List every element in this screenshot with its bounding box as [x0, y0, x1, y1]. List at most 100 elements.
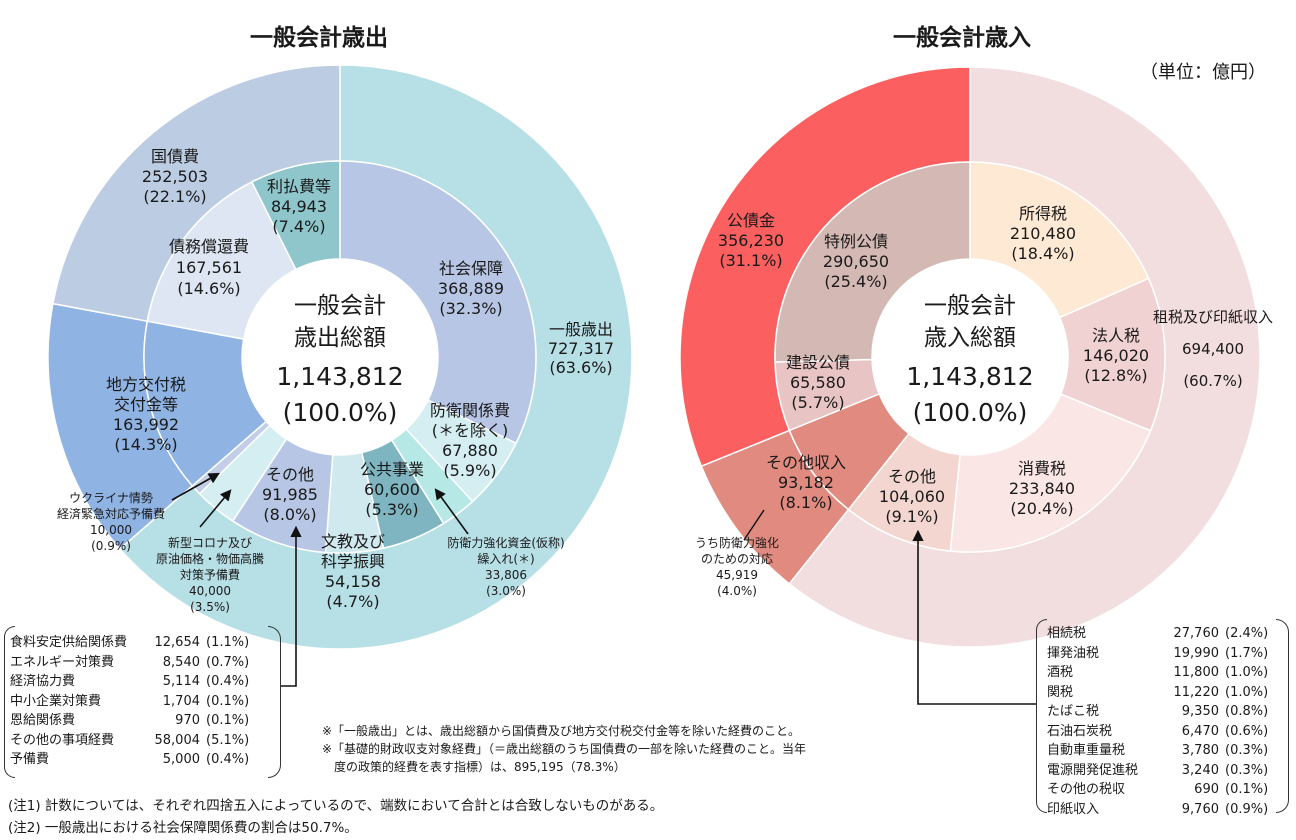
label-chiho: 地方交付税交付金等 163,992 (14.3%) [106, 375, 186, 454]
expenditure-breakdown-name: その他の事項経費 [10, 732, 115, 748]
revenue-breakdown-row: 揮発油税 19,990 (1.7%) [1047, 644, 1279, 664]
revenue-breakdown-pct: (0.1%) [1225, 782, 1269, 797]
revenue-breakdown-pct: (0.3%) [1225, 762, 1269, 778]
label-sonota: その他 104,060 (9.1%) [879, 467, 945, 526]
revenue-breakdown-name: 関税 [1047, 684, 1074, 700]
expenditure-breakdown-name: 経済協力費 [10, 674, 76, 689]
expenditure-breakdown-value: 5,000 [162, 752, 200, 767]
revenue-title: 一般会計歳入 [893, 25, 1031, 51]
note-1: ※「一般歳出」とは、歳出総額から国債費及び地方交付税交付金等を除いた経費のこと。 [322, 724, 801, 738]
revenue-breakdown-name: 酒税 [1047, 665, 1074, 680]
expenditure-breakdown-name: 食料安定供給関係費 [10, 635, 128, 650]
revenue-breakdown-row: 関税 11,220 (1.0%) [1047, 683, 1279, 703]
label-saimu: 債務償還費 167,561 (14.6%) [169, 237, 249, 298]
label-shohi: 消費税 233,840 (20.4%) [1009, 459, 1075, 518]
revenue-breakdown-value: 6,470 [1181, 723, 1219, 739]
revenue-breakdown-pct: (1.0%) [1225, 684, 1269, 700]
revenue-breakdown-value: 11,800 [1173, 665, 1220, 680]
revenue-center-label: 一般会計歳入総額 [924, 293, 1016, 351]
revenue-breakdown-name: たばこ税 [1047, 704, 1100, 719]
label-boei: 防衛関係費(＊を除く) 67,880 (5.9%) [430, 401, 510, 480]
note-3: 度の政策的経費を表す指標）は、895,195（78.3%） [322, 760, 626, 774]
expenditure-title: 一般会計歳出 [250, 25, 388, 51]
label-kokyo: 公共事業 60,600 (5.3%) [360, 460, 424, 519]
label-sonota: その他 91,985 (8.0%) [262, 465, 318, 524]
footnote-2: (注2) 一般歳出における社会保障関係費の割合は50.7%。 [8, 820, 358, 836]
revenue-breakdown-value: 27,760 [1173, 626, 1220, 641]
label-tokurei: 特例公債 290,650 (25.4%) [823, 232, 889, 291]
revenue-breakdown-name: 印紙収入 [1047, 801, 1100, 817]
revenue-breakdown: 相続税 27,760 (2.4%) 揮発油税 19,990 (1.7%) 酒税 11,800 (… [1047, 624, 1279, 819]
revenue-breakdown-name: 自動車重量税 [1047, 743, 1126, 758]
revenue-breakdown-pct: (0.3%) [1225, 743, 1269, 758]
footnote-1: (注1) 計数については、それぞれ四捨五入によっているので、端数において合計とは… [8, 798, 664, 814]
revenue-breakdown-name: 揮発油税 [1047, 645, 1100, 661]
revenue-breakdown-value: 3,240 [1181, 762, 1219, 778]
revenue-breakdown-row: 電源開発促進税 3,240 (0.3%) [1047, 761, 1279, 781]
label-ippan: 一般歳出 727,317 (63.6%) [548, 320, 614, 377]
expenditure-breakdown-pct: (0.1%) [206, 713, 250, 728]
revenue-breakdown-value: 11,220 [1173, 684, 1220, 700]
connector-boeitaio [743, 509, 765, 541]
revenue-breakdown-name: 石油石炭税 [1047, 723, 1113, 739]
expenditure-center-label: 一般会計歳出総額 [294, 293, 386, 351]
revenue-breakdown-row: 自動車重量税 3,780 (0.3%) [1047, 741, 1279, 761]
revenue-breakdown-name: 電源開発促進税 [1047, 762, 1139, 778]
expenditure-breakdown-row: 経済協力費 5,114 (0.4%) [10, 672, 272, 692]
label-hojin: 法人税 146,020 (12.8%) [1083, 326, 1149, 385]
label-kokusai: 国債費 252,503 (22.1%) [142, 147, 208, 206]
expenditure-breakdown-row: 食料安定供給関係費 12,654 (1.1%) [10, 633, 272, 653]
revenue-breakdown-pct: (0.9%) [1225, 801, 1269, 817]
label-sozei: 租税及び印紙収入 694,400 (60.7%) [1153, 308, 1273, 390]
revenue-breakdown-pct: (2.4%) [1225, 626, 1269, 641]
label-ukraine: ウクライナ情勢経済緊急対応予備費 10,000 (0.9%) [57, 490, 165, 553]
expenditure-breakdown-value: 5,114 [162, 674, 200, 689]
expenditure-breakdown-name: 予備費 [10, 752, 50, 767]
expenditure-breakdown-value: 12,654 [154, 635, 201, 650]
revenue-breakdown-pct: (1.7%) [1225, 645, 1269, 661]
expenditure-center-total: 1,143,812 (100.0%) [276, 362, 403, 427]
expenditure-breakdown-value: 1,704 [162, 693, 200, 709]
expenditure-breakdown-value: 58,004 [154, 732, 201, 748]
expenditure-inner-slice-0 [339, 160, 537, 445]
expenditure-breakdown-pct: (5.1%) [206, 732, 250, 748]
revenue-breakdown-value: 9,350 [1181, 704, 1219, 719]
expenditure-center-hole [242, 259, 438, 455]
expenditure-breakdown-row: 恩給関係費 970 (0.1%) [10, 711, 272, 731]
revenue-breakdown-row: たばこ税 9,350 (0.8%) [1047, 702, 1279, 722]
expenditure-breakdown-row: エネルギー対策費 8,540 (0.7%) [10, 653, 272, 673]
revenue-center-total: 1,143,812 (100.0%) [906, 362, 1033, 427]
expenditure-breakdown-row: 予備費 5,000 (0.4%) [10, 750, 272, 770]
arrow-corona [199, 489, 232, 528]
revenue-breakdown-value: 9,760 [1181, 801, 1219, 817]
label-shakai: 社会保障 368,889 (32.3%) [438, 259, 504, 318]
connector-expenditure-sonota [280, 525, 302, 687]
label-kosai: 公債金 356,230 (31.1%) [718, 211, 784, 270]
revenue-breakdown-pct: (0.8%) [1225, 704, 1269, 719]
expenditure-breakdown-pct: (1.1%) [206, 635, 250, 650]
revenue-breakdown-row: 相続税 27,760 (2.4%) [1047, 624, 1279, 644]
revenue-breakdown-name: 相続税 [1047, 626, 1087, 641]
expenditure-breakdown: 食料安定供給関係費 12,654 (1.1%) エネルギー対策費 8,540 (0.7%)… [10, 633, 272, 770]
label-bunkyo: 文教及び科学振興 54,158 (4.7%) [321, 532, 385, 611]
expenditure-breakdown-row: 中小企業対策費 1,704 (0.1%) [10, 692, 272, 712]
revenue-breakdown-row: 石油石炭税 6,470 (0.6%) [1047, 722, 1279, 742]
expenditure-breakdown-pct: (0.7%) [206, 654, 250, 670]
unit-label: （単位：億円） [1140, 62, 1266, 83]
expenditure-breakdown-value: 970 [175, 713, 200, 728]
revenue-breakdown-row: 印紙収入 9,760 (0.9%) [1047, 800, 1279, 820]
expenditure-breakdown-pct: (0.4%) [206, 674, 250, 689]
label-shotoku: 所得税 210,480 (18.4%) [1010, 204, 1076, 263]
expenditure-breakdown-name: 恩給関係費 [10, 713, 76, 728]
revenue-breakdown-pct: (0.6%) [1225, 723, 1269, 739]
revenue-breakdown-value: 690 [1194, 782, 1219, 797]
revenue-breakdown-bracket-left [1036, 619, 1047, 813]
revenue-breakdown-row: 酒税 11,800 (1.0%) [1047, 663, 1279, 683]
note-2: ※「基礎的財政収支対象経費」（＝歳出総額のうち国債費の一部を除いた経費のこと。当… [322, 742, 807, 756]
arrow-boeishikin [434, 488, 469, 535]
label-boeishikin: 防衛力強化資金(仮称)繰入れ(＊) 33,806 (3.0%) [447, 535, 564, 598]
label-kensetsu: 建設公債 65,580 (5.7%) [786, 353, 850, 412]
revenue-breakdown-value: 19,990 [1173, 645, 1220, 661]
expenditure-breakdown-name: 中小企業対策費 [10, 693, 102, 709]
